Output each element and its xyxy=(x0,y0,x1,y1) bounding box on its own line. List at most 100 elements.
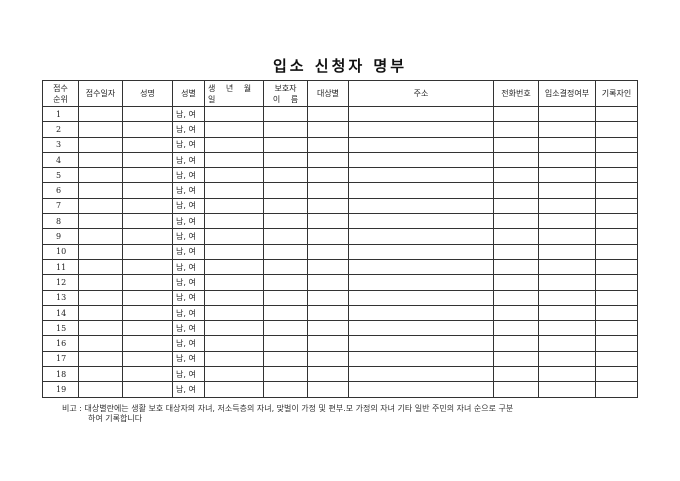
name-cell[interactable] xyxy=(122,228,173,245)
phone-cell[interactable] xyxy=(493,151,539,169)
category-cell[interactable] xyxy=(307,213,349,230)
name-cell[interactable] xyxy=(122,366,173,383)
sex-cell[interactable]: 남, 여 xyxy=(172,258,205,276)
name-cell[interactable] xyxy=(122,182,173,199)
birth-cell[interactable] xyxy=(204,289,264,306)
date-cell[interactable] xyxy=(78,105,123,123)
name-cell[interactable] xyxy=(122,274,173,291)
date-cell[interactable] xyxy=(78,182,123,199)
phone-cell[interactable] xyxy=(493,304,539,322)
sex-cell[interactable]: 남, 여 xyxy=(172,213,205,230)
name-cell[interactable] xyxy=(122,381,173,398)
date-cell[interactable] xyxy=(78,136,123,153)
category-cell[interactable] xyxy=(307,289,349,306)
sex-cell[interactable]: 남, 여 xyxy=(172,182,205,199)
decision-cell[interactable] xyxy=(538,335,596,352)
phone-cell[interactable] xyxy=(493,289,539,306)
recorder-cell[interactable] xyxy=(595,320,638,337)
birth-cell[interactable] xyxy=(204,243,264,260)
sex-cell[interactable]: 남, 여 xyxy=(172,320,205,337)
name-cell[interactable] xyxy=(122,258,173,276)
phone-cell[interactable] xyxy=(493,121,539,138)
birth-cell[interactable] xyxy=(204,304,264,322)
address-cell[interactable] xyxy=(348,381,494,398)
guardian-cell[interactable] xyxy=(263,151,308,169)
guardian-cell[interactable] xyxy=(263,121,308,138)
recorder-cell[interactable] xyxy=(595,213,638,230)
decision-cell[interactable] xyxy=(538,105,596,123)
name-cell[interactable] xyxy=(122,335,173,352)
sex-cell[interactable]: 남, 여 xyxy=(172,228,205,245)
date-cell[interactable] xyxy=(78,228,123,245)
category-cell[interactable] xyxy=(307,167,349,184)
decision-cell[interactable] xyxy=(538,304,596,322)
decision-cell[interactable] xyxy=(538,274,596,291)
address-cell[interactable] xyxy=(348,182,494,199)
name-cell[interactable] xyxy=(122,304,173,322)
phone-cell[interactable] xyxy=(493,258,539,276)
phone-cell[interactable] xyxy=(493,213,539,230)
decision-cell[interactable] xyxy=(538,182,596,199)
date-cell[interactable] xyxy=(78,335,123,352)
name-cell[interactable] xyxy=(122,350,173,368)
address-cell[interactable] xyxy=(348,167,494,184)
birth-cell[interactable] xyxy=(204,182,264,199)
address-cell[interactable] xyxy=(348,213,494,230)
name-cell[interactable] xyxy=(122,197,173,215)
birth-cell[interactable] xyxy=(204,274,264,291)
address-cell[interactable] xyxy=(348,258,494,276)
recorder-cell[interactable] xyxy=(595,182,638,199)
recorder-cell[interactable] xyxy=(595,335,638,352)
birth-cell[interactable] xyxy=(204,381,264,398)
sex-cell[interactable]: 남, 여 xyxy=(172,304,205,322)
birth-cell[interactable] xyxy=(204,197,264,215)
birth-cell[interactable] xyxy=(204,228,264,245)
date-cell[interactable] xyxy=(78,213,123,230)
category-cell[interactable] xyxy=(307,197,349,215)
name-cell[interactable] xyxy=(122,121,173,138)
date-cell[interactable] xyxy=(78,243,123,260)
recorder-cell[interactable] xyxy=(595,197,638,215)
category-cell[interactable] xyxy=(307,121,349,138)
birth-cell[interactable] xyxy=(204,105,264,123)
sex-cell[interactable]: 남, 여 xyxy=(172,167,205,184)
sex-cell[interactable]: 남, 여 xyxy=(172,121,205,138)
sex-cell[interactable]: 남, 여 xyxy=(172,366,205,383)
category-cell[interactable] xyxy=(307,228,349,245)
birth-cell[interactable] xyxy=(204,151,264,169)
decision-cell[interactable] xyxy=(538,213,596,230)
date-cell[interactable] xyxy=(78,151,123,169)
decision-cell[interactable] xyxy=(538,366,596,383)
sex-cell[interactable]: 남, 여 xyxy=(172,381,205,398)
guardian-cell[interactable] xyxy=(263,381,308,398)
sex-cell[interactable]: 남, 여 xyxy=(172,151,205,169)
address-cell[interactable] xyxy=(348,105,494,123)
category-cell[interactable] xyxy=(307,105,349,123)
sex-cell[interactable]: 남, 여 xyxy=(172,243,205,260)
name-cell[interactable] xyxy=(122,243,173,260)
recorder-cell[interactable] xyxy=(595,366,638,383)
birth-cell[interactable] xyxy=(204,213,264,230)
phone-cell[interactable] xyxy=(493,335,539,352)
date-cell[interactable] xyxy=(78,121,123,138)
decision-cell[interactable] xyxy=(538,350,596,368)
sex-cell[interactable]: 남, 여 xyxy=(172,136,205,153)
guardian-cell[interactable] xyxy=(263,197,308,215)
sex-cell[interactable]: 남, 여 xyxy=(172,105,205,123)
decision-cell[interactable] xyxy=(538,381,596,398)
sex-cell[interactable]: 남, 여 xyxy=(172,197,205,215)
address-cell[interactable] xyxy=(348,304,494,322)
sex-cell[interactable]: 남, 여 xyxy=(172,289,205,306)
recorder-cell[interactable] xyxy=(595,151,638,169)
name-cell[interactable] xyxy=(122,167,173,184)
recorder-cell[interactable] xyxy=(595,274,638,291)
name-cell[interactable] xyxy=(122,136,173,153)
category-cell[interactable] xyxy=(307,274,349,291)
date-cell[interactable] xyxy=(78,304,123,322)
name-cell[interactable] xyxy=(122,151,173,169)
decision-cell[interactable] xyxy=(538,167,596,184)
birth-cell[interactable] xyxy=(204,366,264,383)
category-cell[interactable] xyxy=(307,243,349,260)
address-cell[interactable] xyxy=(348,197,494,215)
guardian-cell[interactable] xyxy=(263,366,308,383)
